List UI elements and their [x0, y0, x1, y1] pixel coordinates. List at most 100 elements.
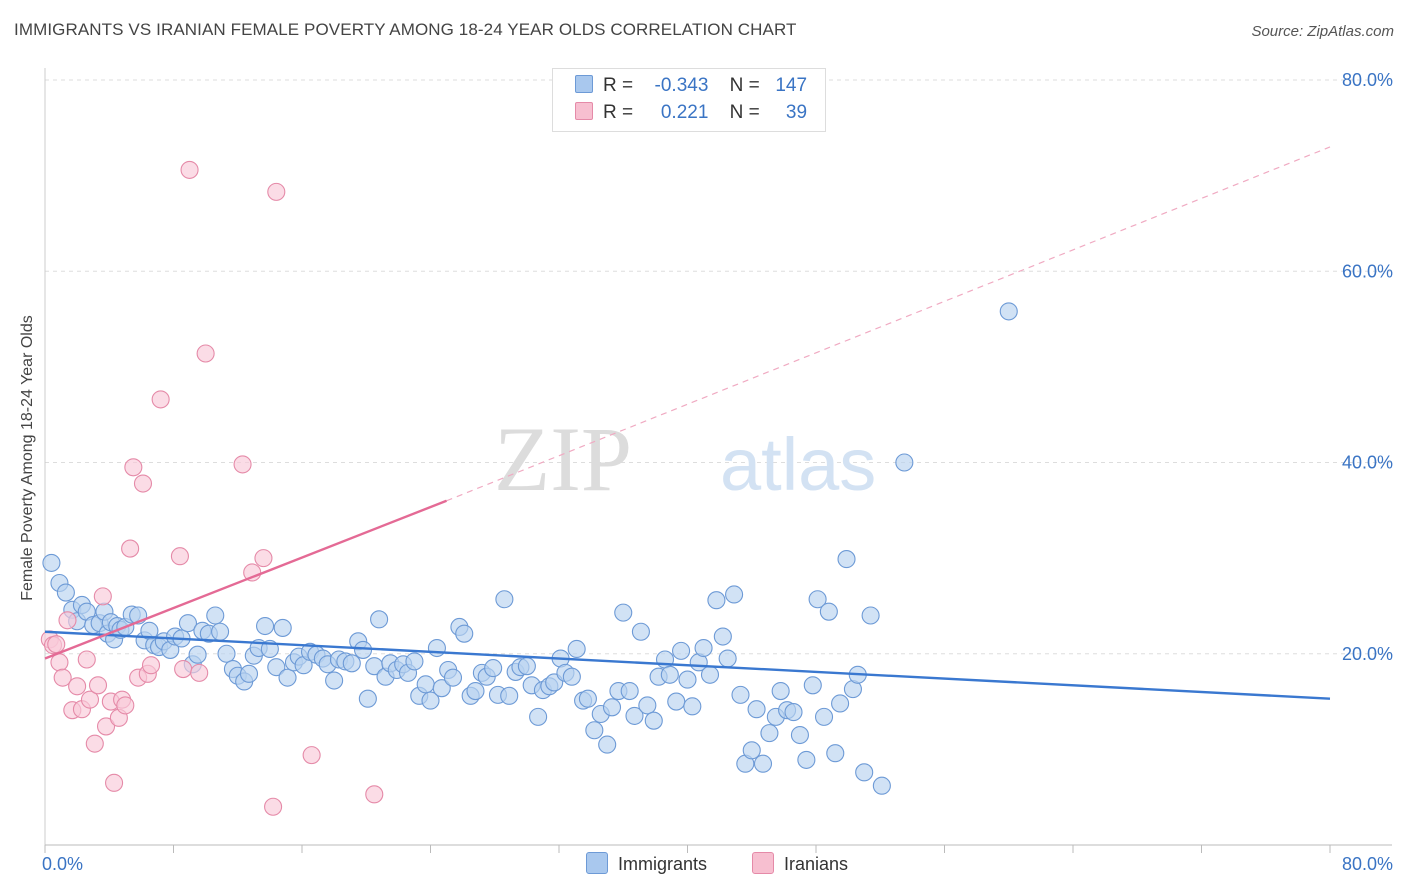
- iranians-point: [96, 717, 116, 736]
- immigrants-point: [725, 585, 744, 604]
- iranians-point: [116, 696, 135, 715]
- immigrants-point: [831, 694, 850, 713]
- iranians-point: [170, 547, 189, 566]
- legend-r-value: -0.343: [654, 75, 709, 96]
- immigrants-point: [42, 553, 61, 572]
- immigrants-point: [707, 591, 726, 610]
- tick-labels: 20.0% 40.0% 60.0% 80.0% 0.0% 80.0%: [42, 70, 1393, 874]
- immigrants-point: [771, 681, 790, 701]
- immigrants-point: [421, 691, 440, 710]
- iranians-point: [80, 690, 100, 709]
- immigrants-point: [784, 703, 803, 722]
- y-tick-label: 60.0%: [1342, 261, 1393, 281]
- immigrants-point: [700, 665, 720, 684]
- immigrants-point: [256, 616, 275, 636]
- iranians-point: [196, 344, 215, 363]
- immigrants-point: [855, 763, 874, 782]
- y-tick-label: 40.0%: [1342, 453, 1393, 473]
- legend-swatch-iranians: [575, 102, 593, 120]
- immigrants-point: [814, 707, 834, 726]
- bottom-legend-swatch-iranians: [752, 852, 774, 874]
- immigrants-point: [239, 664, 259, 683]
- iranians-point: [68, 677, 87, 696]
- immigrants-point: [872, 776, 891, 795]
- legend: R = -0.343 N = 147 R = 0.221 N = 39: [552, 68, 826, 132]
- iranians-point: [88, 676, 108, 695]
- legend-swatch-immigrants: [575, 75, 593, 93]
- immigrants-point: [585, 721, 604, 740]
- iranians-point: [105, 773, 124, 792]
- iranians-point: [302, 746, 321, 765]
- iranians-point: [47, 635, 66, 654]
- immigrants-trend-line: [44, 630, 1331, 700]
- immigrants-point: [178, 614, 198, 633]
- legend-n-label: N =: [729, 102, 760, 123]
- immigrants-point: [620, 681, 639, 701]
- immigrants-point: [861, 606, 880, 625]
- bottom-legend-immigrants: Immigrants: [586, 852, 707, 875]
- immigrants-point: [790, 725, 809, 745]
- immigrants-point: [797, 750, 816, 769]
- iranians-point: [133, 474, 153, 493]
- watermark-atlas: atlas: [720, 423, 876, 506]
- immigrants-point: [660, 665, 679, 684]
- immigrants-point: [370, 610, 389, 629]
- axes: [44, 68, 1392, 853]
- immigrants-point: [567, 639, 586, 659]
- immigrants-point: [427, 638, 446, 658]
- iranians-point: [151, 390, 170, 409]
- immigrants-point: [837, 550, 856, 569]
- immigrants-point: [598, 735, 617, 754]
- iranians-point: [141, 656, 161, 675]
- immigrants-point: [405, 652, 424, 671]
- immigrants-point: [267, 658, 286, 677]
- iranians-point: [121, 539, 140, 558]
- immigrants-point: [358, 689, 377, 708]
- immigrants-point: [760, 724, 779, 743]
- immigrants-point: [578, 689, 597, 708]
- iranians-point: [267, 182, 286, 201]
- source-label: Source: ZipAtlas.com: [1251, 23, 1394, 40]
- x-tick-label: 80.0%: [1342, 854, 1393, 874]
- iranians-point: [85, 734, 104, 753]
- immigrants-point: [432, 679, 451, 698]
- iranians-point: [124, 458, 143, 477]
- immigrants-point: [742, 741, 761, 760]
- iranians-trend-extension: [446, 146, 1331, 502]
- iranians-point: [93, 587, 112, 606]
- immigrants-point: [188, 645, 207, 664]
- legend-row-immigrants: R = -0.343 N = 147: [575, 75, 807, 99]
- bottom-legend-iranians: Iranians: [752, 852, 848, 875]
- immigrants-point: [808, 590, 827, 609]
- immigrants-point: [683, 697, 702, 716]
- immigrants-point: [484, 659, 503, 678]
- watermark-zip: ZIP: [494, 408, 632, 510]
- iranians-point: [53, 668, 72, 687]
- iranians-point: [77, 650, 96, 669]
- immigrants-point: [495, 590, 514, 609]
- immigrants-point: [718, 649, 737, 668]
- immigrants-point: [211, 622, 230, 641]
- immigrants-point: [713, 627, 732, 646]
- immigrants-point: [466, 681, 485, 701]
- legend-r-value: 0.221: [660, 102, 709, 123]
- immigrants-point: [614, 603, 633, 622]
- legend-r-label: R =: [603, 75, 634, 96]
- iranians-point: [264, 797, 283, 816]
- immigrants-point: [217, 644, 236, 663]
- legend-n-value: 39: [785, 102, 808, 123]
- immigrants-point: [826, 744, 845, 763]
- chart-title: IMMIGRANTS VS IRANIAN FEMALE POVERTY AMO…: [14, 20, 797, 39]
- immigrants-point: [895, 453, 914, 472]
- iranians-point: [365, 785, 384, 804]
- immigrants-point: [678, 670, 697, 689]
- bottom-legend-label: Iranians: [784, 854, 849, 874]
- immigrants-point: [416, 675, 435, 694]
- immigrants-point: [353, 640, 373, 659]
- immigrants-point: [999, 302, 1018, 321]
- immigrants-point: [747, 700, 766, 719]
- immigrants-point: [602, 698, 622, 717]
- bottom-legend-label: Immigrants: [618, 854, 708, 874]
- immigrants-point: [517, 657, 536, 676]
